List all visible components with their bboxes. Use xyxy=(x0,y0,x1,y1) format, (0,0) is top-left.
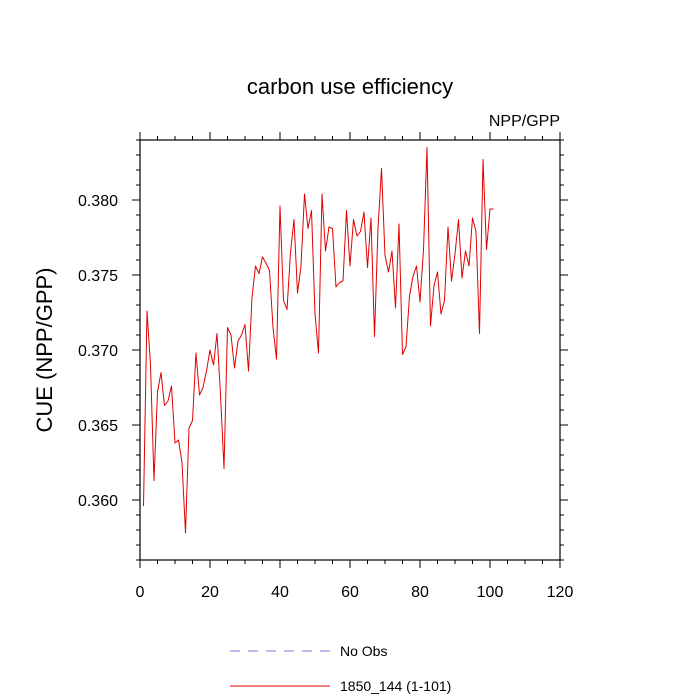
legend-label: 1850_144 (1-101) xyxy=(340,678,451,694)
x-tick-label: 0 xyxy=(136,584,145,601)
legend: No Obs 1850_144 (1-101) xyxy=(230,643,451,694)
y-tick-label: 0.375 xyxy=(78,268,118,285)
y-tick-label: 0.380 xyxy=(78,193,118,210)
series-layer xyxy=(143,147,494,534)
y-tick-label: 0.360 xyxy=(78,493,118,510)
chart-subtitle-right: NPP/GPP xyxy=(489,113,560,130)
x-tick-label: 80 xyxy=(411,584,429,601)
series-line xyxy=(143,147,494,534)
y-tick-label: 0.370 xyxy=(78,343,118,360)
x-tick-label: 40 xyxy=(271,584,289,601)
x-tick-label: 60 xyxy=(341,584,359,601)
x-tick-label: 20 xyxy=(201,584,219,601)
axis-ticks: 0 20 40 60 80 100 120 0.360 0.365 0.370 0.375 0.380 xyxy=(78,132,573,601)
y-tick-label: 0.365 xyxy=(78,418,118,435)
legend-label: No Obs xyxy=(340,643,387,659)
chart-title: carbon use efficiency xyxy=(247,74,453,99)
y-axis-label: CUE (NPP/GPP) xyxy=(32,267,57,432)
x-tick-label: 120 xyxy=(547,584,574,601)
x-tick-label: 100 xyxy=(477,584,504,601)
plot-frame xyxy=(139,139,561,561)
